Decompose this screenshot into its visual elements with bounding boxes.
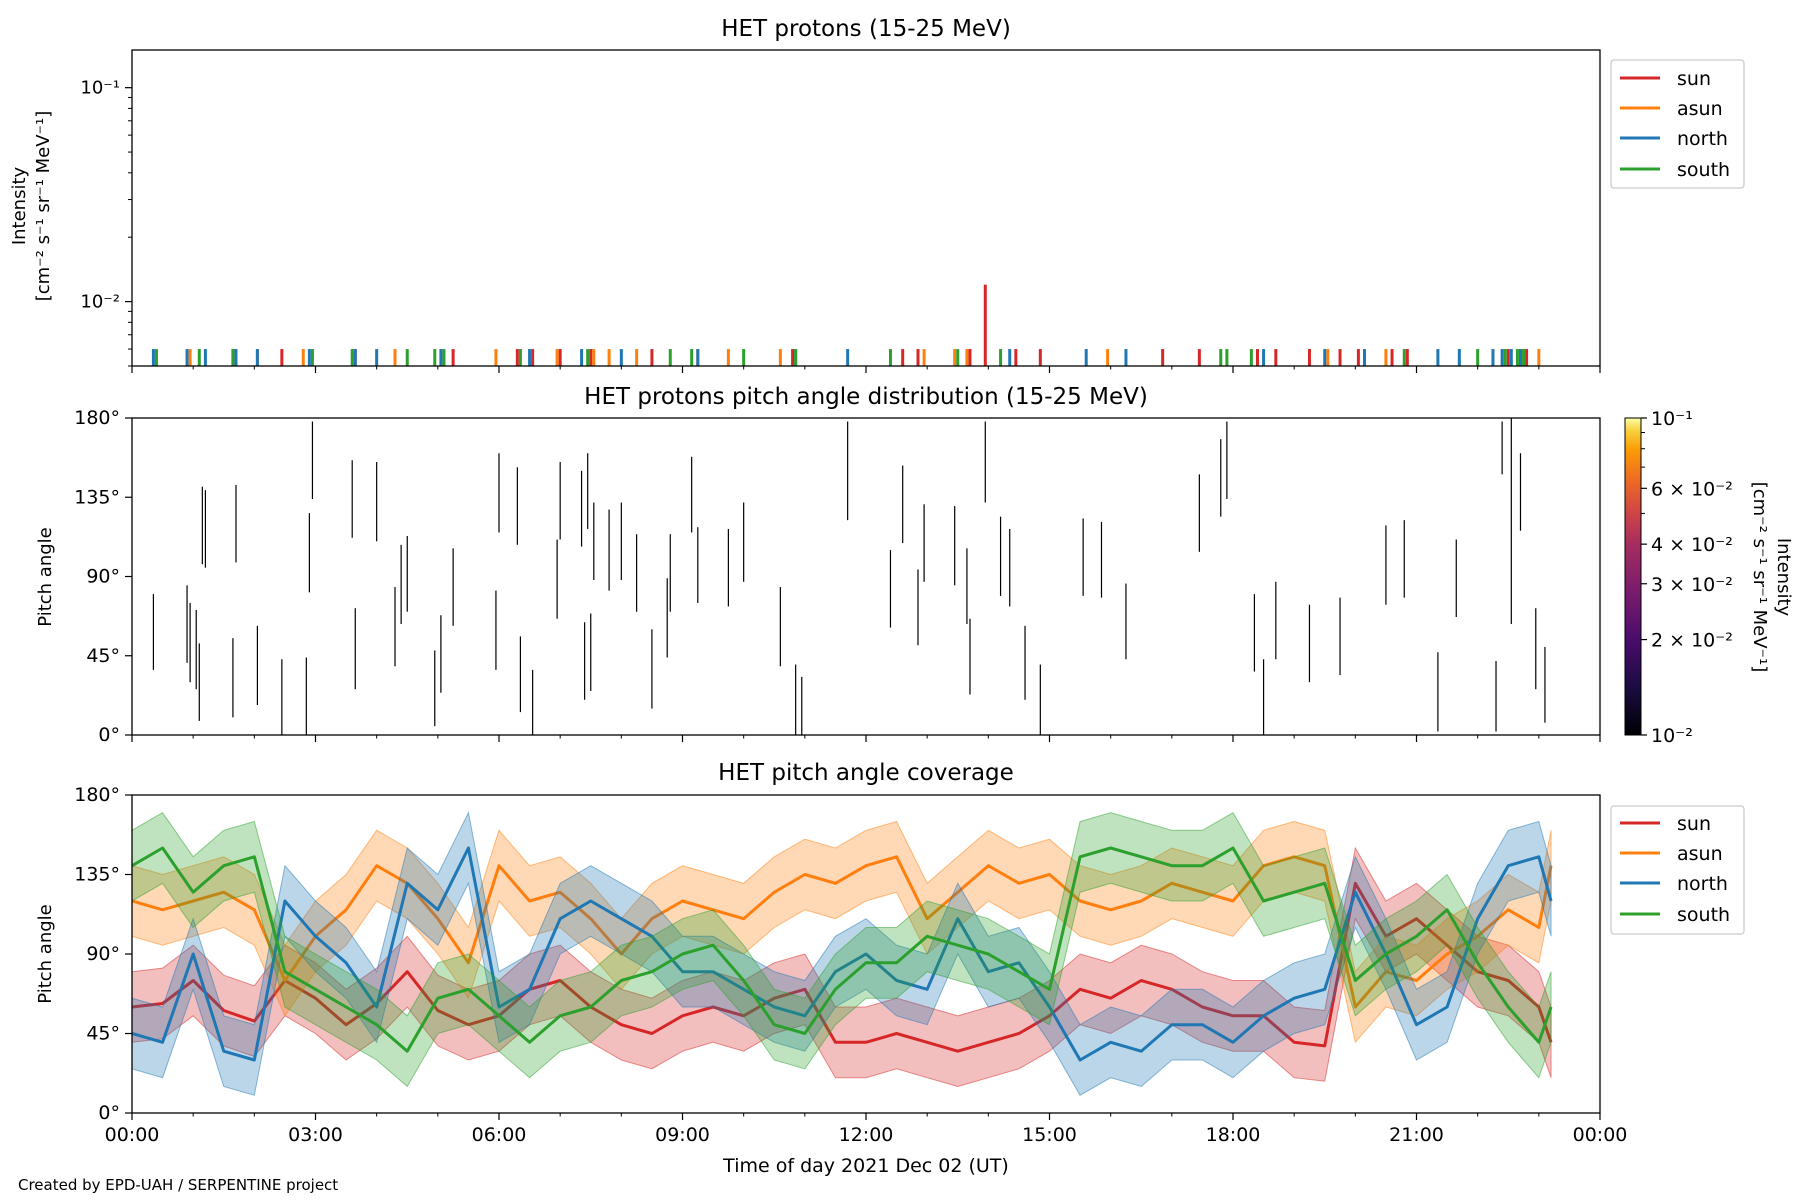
panel1-ylabel-line2: [cm⁻² s⁻¹ sr⁻¹ MeV⁻¹] xyxy=(33,111,54,302)
y-tick-label-0: 0° xyxy=(98,724,120,746)
panel1-bars xyxy=(151,284,1541,366)
panel1-legend-box xyxy=(1610,59,1745,189)
colorbar-label: Intensity [cm⁻² s⁻¹ sr⁻¹ MeV⁻¹] xyxy=(1749,482,1794,673)
line-north xyxy=(132,846,1553,1062)
legend3-south-label: south xyxy=(1677,904,1730,926)
legend1-south-label: south xyxy=(1677,159,1730,181)
panel1-legend: sun asun north south xyxy=(1610,59,1745,189)
y-tick-label-2: 90° xyxy=(86,566,120,588)
colorbar-tick-label-1: 2 × 10⁻² xyxy=(1651,630,1733,652)
x-tick-label-4: 12:00 xyxy=(839,1124,894,1146)
line-sun xyxy=(132,881,1553,1053)
y-tick-label-4: 180° xyxy=(74,407,120,429)
colorbar-gradient xyxy=(1624,417,1642,736)
panel3-x-ticks: 00:00 03:00 06:00 09:00 12:00 15:00 18:00 21:00… xyxy=(105,1113,1628,1146)
legend1-sun-label: sun xyxy=(1677,68,1711,90)
panel3-title: HET pitch angle coverage xyxy=(718,760,1014,786)
panel1-axes-frame xyxy=(131,49,1601,367)
x-tick-label-5: 15:00 xyxy=(1022,1124,1077,1146)
x-tick-label-2: 06:00 xyxy=(472,1124,527,1146)
panel1-y-ticks: 10⁻² 10⁻¹ xyxy=(80,78,132,367)
panel2-y-ticks: 0° 45° 90° 135° 180° xyxy=(74,407,132,746)
legend3-north-label: north xyxy=(1677,873,1728,895)
x-tick-label-8: 00:00 xyxy=(1573,1124,1628,1146)
colorbar-tick-label-2: 3 × 10⁻² xyxy=(1651,574,1733,596)
colorbar-label-line1: Intensity xyxy=(1773,538,1794,617)
panel1-x-ticks xyxy=(131,366,1601,373)
colorbar: 10⁻² 2 × 10⁻² 3 × 10⁻² 4 × 10⁻² 6 × 10⁻² 10⁻¹… xyxy=(1624,408,1794,747)
panel3-y-ticks: 0° 45° 90° 135° 180° xyxy=(74,784,132,1124)
panel3-series xyxy=(132,811,1553,1096)
line-south xyxy=(132,846,1553,1053)
panel3-legend: sun asun north south xyxy=(1610,805,1745,935)
colorbar-label-line2: [cm⁻² s⁻¹ sr⁻¹ MeV⁻¹] xyxy=(1749,482,1770,673)
y-tick-label-4: 180° xyxy=(74,784,120,806)
panel2-title: HET protons pitch angle distribution (15… xyxy=(584,384,1148,410)
legend3-sun-label: sun xyxy=(1677,813,1711,835)
panel3-xlabel: Time of day 2021 Dec 02 (UT) xyxy=(722,1155,1009,1177)
y-tick-label-0: 0° xyxy=(98,1102,120,1124)
colorbar-ticks: 10⁻² 2 × 10⁻² 3 × 10⁻² 4 × 10⁻² 6 × 10⁻² 10⁻¹ xyxy=(1641,408,1733,747)
legend1-asun-label: asun xyxy=(1677,98,1723,120)
x-tick-label-0: 00:00 xyxy=(105,1124,160,1146)
credit-footer: Created by EPD-UAH / SERPENTINE project xyxy=(18,1176,339,1194)
y-tick-label-2: 90° xyxy=(86,943,120,965)
legend3-asun-label: asun xyxy=(1677,843,1723,865)
x-tick-label-7: 21:00 xyxy=(1389,1124,1444,1146)
panel3-ylabel: Pitch angle xyxy=(35,904,56,1003)
legend1-north-label: north xyxy=(1677,128,1728,150)
y-tick-label-3: 135° xyxy=(74,486,120,508)
panel1-ylabel: Intensity [cm⁻² s⁻¹ sr⁻¹ MeV⁻¹] xyxy=(9,111,54,302)
line-asun xyxy=(132,855,1553,1009)
y-tick-label-3: 135° xyxy=(74,864,120,886)
panel1-title: HET protons (15-25 MeV) xyxy=(721,16,1011,42)
colorbar-tick-label-5: 10⁻¹ xyxy=(1651,408,1693,430)
colorbar-tick-label-0: 10⁻² xyxy=(1651,725,1693,747)
y-tick-label-0: 10⁻² xyxy=(80,292,120,313)
y-tick-label-1: 45° xyxy=(86,1023,120,1045)
panel1-ylabel-line1: Intensity xyxy=(9,166,30,245)
band-south xyxy=(132,812,1552,1088)
panel2-x-ticks xyxy=(131,735,1601,742)
x-tick-label-6: 18:00 xyxy=(1206,1124,1261,1146)
colorbar-tick-label-4: 6 × 10⁻² xyxy=(1651,478,1733,500)
panel2-heatmap-segments xyxy=(152,418,1546,735)
x-tick-label-3: 09:00 xyxy=(655,1124,710,1146)
x-tick-label-1: 03:00 xyxy=(288,1124,343,1146)
panel2-ylabel: Pitch angle xyxy=(35,527,56,626)
panel3-legend-box xyxy=(1610,805,1745,935)
y-tick-label-1: 10⁻¹ xyxy=(80,78,120,99)
y-tick-label-1: 45° xyxy=(86,645,120,667)
colorbar-tick-label-3: 4 × 10⁻² xyxy=(1651,534,1733,556)
